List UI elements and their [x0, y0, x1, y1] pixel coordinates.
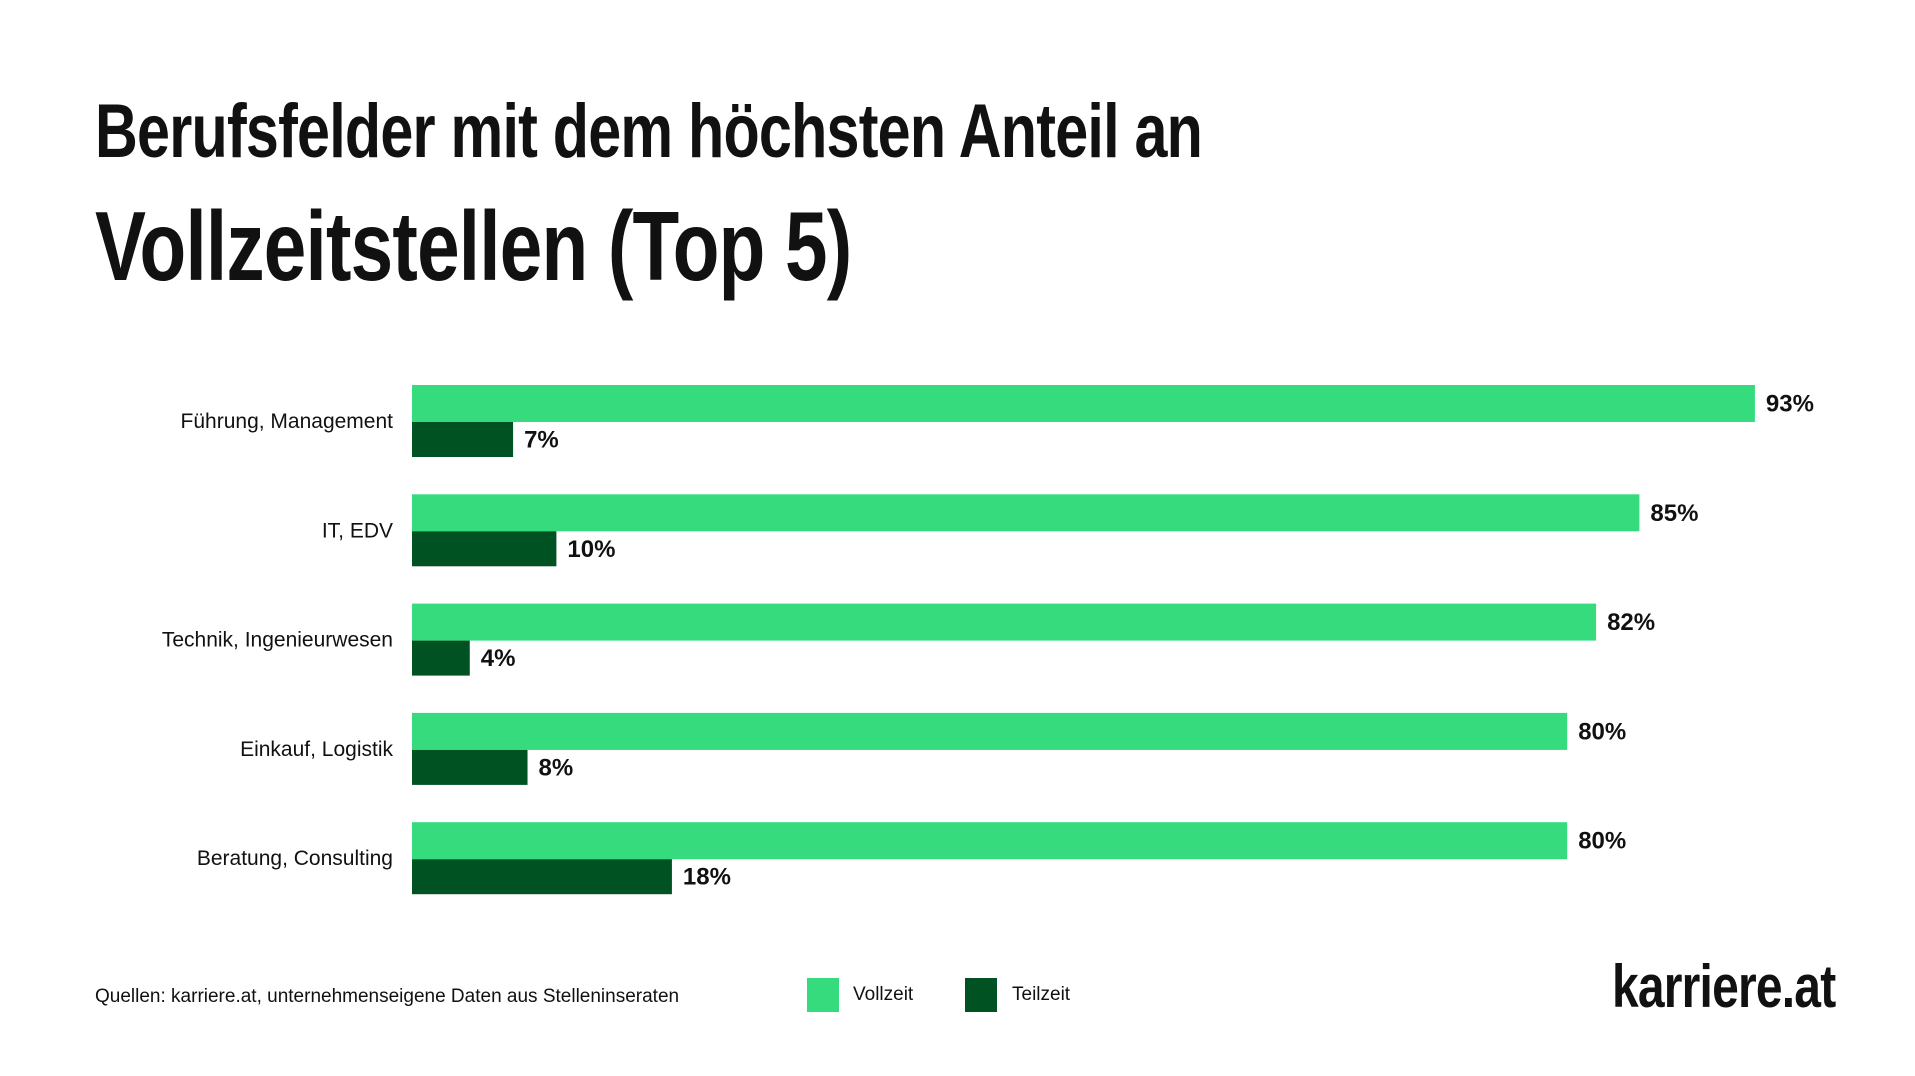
category-label: IT, EDV	[322, 519, 393, 542]
data-label: 93%	[1766, 391, 1814, 418]
legend-label-teilzeit: Teilzeit	[1012, 984, 1071, 1005]
bar-vollzeit	[412, 822, 1568, 860]
bar-vollzeit	[412, 494, 1640, 532]
bar-vollzeit	[412, 712, 1568, 750]
data-label: 8%	[539, 754, 574, 781]
category-label: Beratung, Consulting	[197, 847, 393, 870]
legend-swatch-teilzeit	[965, 978, 997, 1012]
bar-teilzeit	[412, 531, 557, 567]
category-label: Führung, Management	[181, 410, 394, 433]
chart-title-line1: Berufsfelder mit dem höchsten Anteil an	[95, 89, 1203, 174]
bar-teilzeit	[412, 859, 672, 895]
legend-label-vollzeit: Vollzeit	[853, 984, 914, 1005]
bar-teilzeit	[412, 749, 528, 785]
karriere-logo: karriere.at	[1612, 953, 1836, 1020]
category-label: Einkauf, Logistik	[240, 738, 393, 761]
data-label: 7%	[524, 427, 559, 454]
data-label: 80%	[1578, 718, 1626, 745]
data-label: 80%	[1578, 828, 1626, 855]
bar-vollzeit	[412, 385, 1755, 422]
bar-vollzeit	[412, 603, 1597, 641]
data-label: 82%	[1607, 609, 1655, 636]
source-note: Quellen: karriere.at, unternehmenseigene…	[95, 986, 680, 1007]
bar-teilzeit	[412, 640, 470, 676]
chart-title-line2: Vollzeitstellen (Top 5)	[95, 191, 852, 301]
data-label: 18%	[683, 864, 731, 891]
data-label: 10%	[567, 536, 615, 563]
bar-teilzeit	[412, 422, 514, 457]
data-label: 85%	[1650, 500, 1698, 527]
category-label: Technik, Ingenieurwesen	[162, 629, 393, 652]
legend-swatch-vollzeit	[807, 978, 839, 1012]
data-label: 4%	[481, 645, 516, 672]
